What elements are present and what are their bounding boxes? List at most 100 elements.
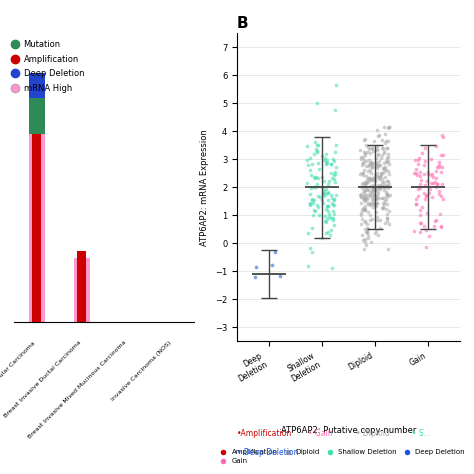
Point [373,146,381,154]
Point [367,159,375,166]
Point [412,200,419,208]
Point [360,170,367,177]
Point [328,200,336,207]
Point [380,168,388,175]
Point [435,187,443,195]
Point [382,196,390,203]
Point [383,177,391,184]
Point [365,174,372,182]
X-axis label: ATP6AP2: Putative copy-number: ATP6AP2: Putative copy-number [281,426,416,435]
Legend: Amplification, Gain, Diploid, Shallow Deletion, Deep Deletion: Amplification, Gain, Diploid, Shallow De… [214,446,467,467]
Point [381,124,388,131]
Point [431,178,439,186]
Point [373,161,380,168]
Point [359,171,367,179]
Point [372,162,380,170]
Point [366,166,374,173]
Point [422,191,429,199]
Point [251,273,258,281]
Point [438,223,445,230]
Point [328,214,335,222]
Point [416,180,424,188]
Point [385,161,392,168]
Point [370,186,377,194]
Point [421,181,428,189]
Point [360,136,368,144]
Text: • Diploid: • Diploid [356,429,389,438]
Point [313,180,321,187]
Point [361,149,368,157]
Point [320,186,328,193]
Point [322,190,330,198]
Point [319,234,326,242]
Point [412,195,419,203]
Point [377,155,384,162]
Point [359,206,366,213]
Point [416,185,424,192]
Bar [29,123,45,322]
Point [328,194,336,202]
Point [360,187,367,195]
Point [371,186,379,194]
Point [368,159,375,167]
Point [374,126,381,134]
Point [363,162,370,170]
Point [384,177,392,184]
Point [438,192,445,200]
Point [308,224,316,232]
Point [374,191,381,199]
Point [428,171,435,178]
Point [304,229,311,237]
Point [363,176,371,184]
Point [367,176,374,183]
Point [383,182,391,190]
Point [306,200,313,207]
Point [415,155,422,162]
Point [324,202,331,210]
Point [362,241,370,248]
Point [415,160,422,168]
Point [330,210,337,218]
Point [383,214,391,222]
Point [417,219,425,227]
Point [420,222,428,229]
Bar [29,99,45,134]
Point [362,173,370,180]
Point [358,184,366,191]
Point [367,169,375,176]
Point [320,177,328,184]
Point [359,204,366,212]
Point [377,172,385,179]
Point [374,150,382,158]
Point [417,176,425,184]
Point [268,261,275,269]
Point [358,161,366,169]
Point [373,195,381,202]
Point [361,226,368,233]
Point [361,194,369,202]
Point [329,216,337,223]
Point [363,228,371,236]
Point [314,174,322,182]
Point [357,220,365,228]
Point [310,206,318,213]
Point [432,174,440,182]
Point [323,215,330,222]
Point [304,142,311,149]
Point [357,191,365,198]
Point [314,203,321,211]
Point [366,211,374,219]
Point [360,236,367,244]
Point [321,218,329,225]
Text: Breast Invasive Lobular Carcinoma: Breast Invasive Lobular Carcinoma [0,340,36,421]
Point [360,189,367,196]
Point [319,173,326,181]
Point [366,160,374,167]
Point [381,178,388,186]
Point [330,222,337,229]
Point [362,179,370,187]
Point [359,179,367,187]
Point [318,183,326,191]
Point [363,194,371,202]
Point [322,218,330,226]
